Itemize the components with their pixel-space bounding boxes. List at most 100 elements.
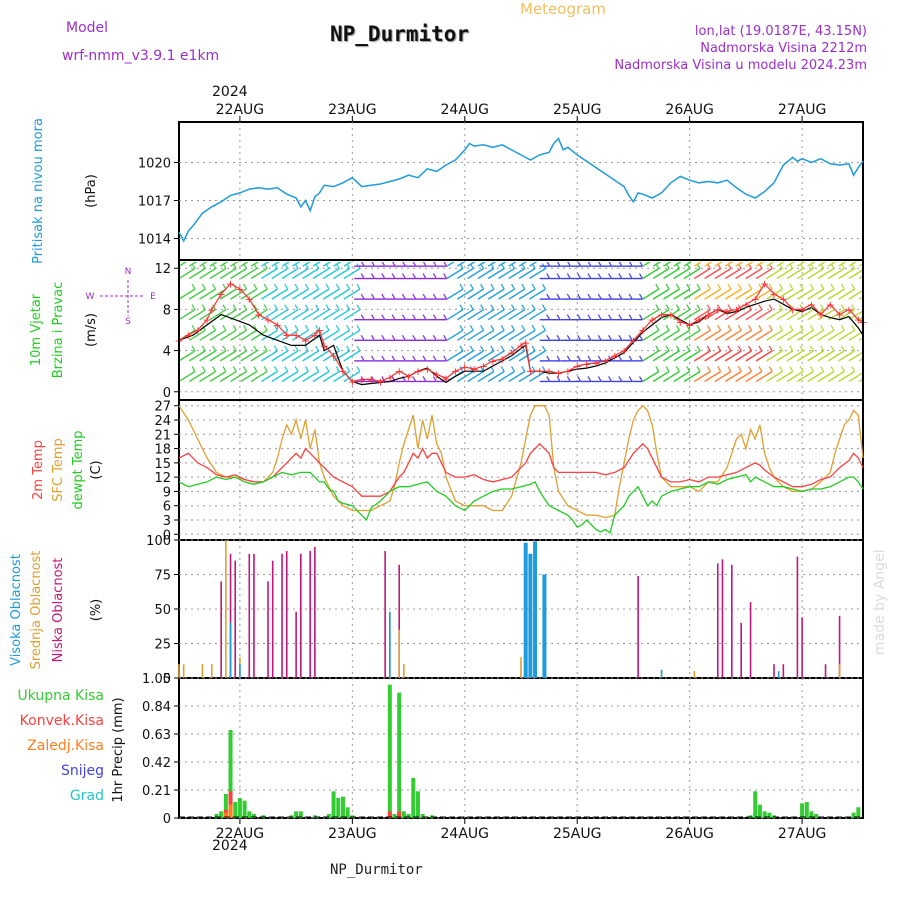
x-tick-label: 24AUG (441, 826, 490, 842)
wind-barb (343, 309, 361, 321)
wind-barb (250, 262, 260, 267)
wind-barb (271, 288, 289, 300)
wind-barb-flag (381, 355, 386, 362)
precip-bar (331, 791, 336, 818)
precip-bar (392, 814, 397, 818)
x-tick-label: 27AUG (778, 102, 827, 118)
wind-barb (219, 309, 237, 321)
wind-barb-flag (727, 324, 732, 331)
wind-barb (827, 350, 845, 362)
wind-barb (477, 370, 495, 383)
wind-barb-flag (872, 325, 875, 330)
wind-barb-flag (325, 283, 330, 290)
wind-barb-flag (628, 376, 633, 382)
wind-barb-flag (840, 366, 845, 372)
wind-barb-flag (789, 324, 794, 331)
wind-barb (745, 309, 763, 321)
wind-gust-marker: + (854, 314, 863, 327)
wind-barb-flag (360, 355, 365, 362)
wind-barb-flag (706, 304, 711, 311)
wind-barb (642, 262, 651, 267)
wind-barb (498, 262, 507, 267)
wind-gust-line (178, 282, 864, 383)
wind-barb (529, 309, 546, 321)
wind-barb-flag (577, 314, 582, 321)
wind-barb-flag (566, 355, 571, 362)
wind-gust-marker: + (760, 278, 769, 291)
wind-barb-flag (346, 324, 351, 331)
wind-barb (683, 329, 701, 341)
wind-gust-marker: + (479, 360, 488, 373)
wind-barb-flag (480, 304, 485, 311)
wind-barb-flag (696, 324, 701, 331)
wind-barb-flag (521, 304, 526, 311)
wind-barb-flag (556, 314, 561, 321)
wind-barb (188, 370, 206, 383)
wind-barb (199, 262, 208, 267)
wind-barb (180, 288, 196, 300)
wind-barb (642, 329, 660, 341)
wind-barb-flag (222, 304, 227, 311)
wind-barb-flag (422, 376, 427, 382)
wind-gust-marker: + (273, 319, 282, 332)
wind-barb (467, 329, 484, 341)
temp-side-label-3: dewpt Temp (71, 430, 86, 509)
wind-barb-flag (608, 334, 613, 341)
wind-barb-flag (830, 345, 835, 352)
wind-gust-marker: + (310, 329, 319, 342)
wind-barb-flag (284, 324, 289, 331)
wind-barb (786, 288, 804, 300)
wind-barb-flag (541, 283, 546, 290)
wind-barb (776, 262, 785, 267)
wind-barb-flag (759, 251, 762, 256)
wind-barb-flag (470, 251, 473, 256)
wind-barb (467, 309, 484, 321)
wind-barb (797, 288, 814, 300)
wind-barb-flag (433, 262, 437, 267)
wind-barb-flag (510, 283, 516, 290)
wind-barb-flag (577, 293, 582, 300)
wind-barb (343, 370, 361, 383)
wind-gust-marker: + (460, 361, 469, 374)
wind-barb (529, 262, 538, 267)
wind-barb-flag (696, 304, 701, 311)
wind-barb-flag (443, 355, 448, 362)
wind-barb-flag (294, 366, 299, 372)
wind-barb-flag (481, 251, 484, 256)
wind-gust-marker: + (235, 283, 244, 296)
wind-gust-marker: + (816, 309, 825, 322)
wind-barb-flag (356, 304, 361, 311)
wind-barb-flag (556, 273, 561, 279)
wind-barb (714, 267, 732, 280)
wind-barb (652, 267, 670, 280)
wind-gust-marker: + (395, 365, 404, 378)
wind-gust-marker: + (629, 334, 638, 347)
wind-barb (724, 267, 742, 280)
wind-gust-marker: + (779, 293, 788, 306)
wind-barb (673, 288, 691, 300)
wind-barb (467, 370, 484, 383)
wind-barb-flag (346, 345, 351, 352)
wind-barb-flag (243, 366, 248, 372)
wind-barb-flag (432, 334, 437, 341)
wind-barb-flag (510, 304, 516, 311)
wind-barb-flag (432, 376, 437, 382)
wind-barb (209, 350, 227, 362)
wind-barb-flag (371, 273, 376, 279)
wind-barb-flag (459, 283, 464, 290)
wind-gust-marker: + (741, 298, 750, 311)
wind-barb (786, 329, 804, 341)
wind-barb (714, 288, 732, 300)
wind-barb-flag (556, 262, 561, 267)
wind-barb (250, 288, 268, 300)
wind-barb (230, 288, 247, 300)
precip-bar (406, 814, 411, 818)
cloud-bar (389, 611, 391, 678)
wind-barb-flag (253, 366, 258, 372)
wind-barb (188, 309, 206, 321)
wind-barb-flag (618, 273, 623, 279)
wind-barb-flag (335, 283, 340, 290)
wind-barb-flag (222, 366, 227, 372)
y-tick-label: 75 (154, 569, 171, 584)
y-tick-label: 12 (154, 262, 171, 277)
